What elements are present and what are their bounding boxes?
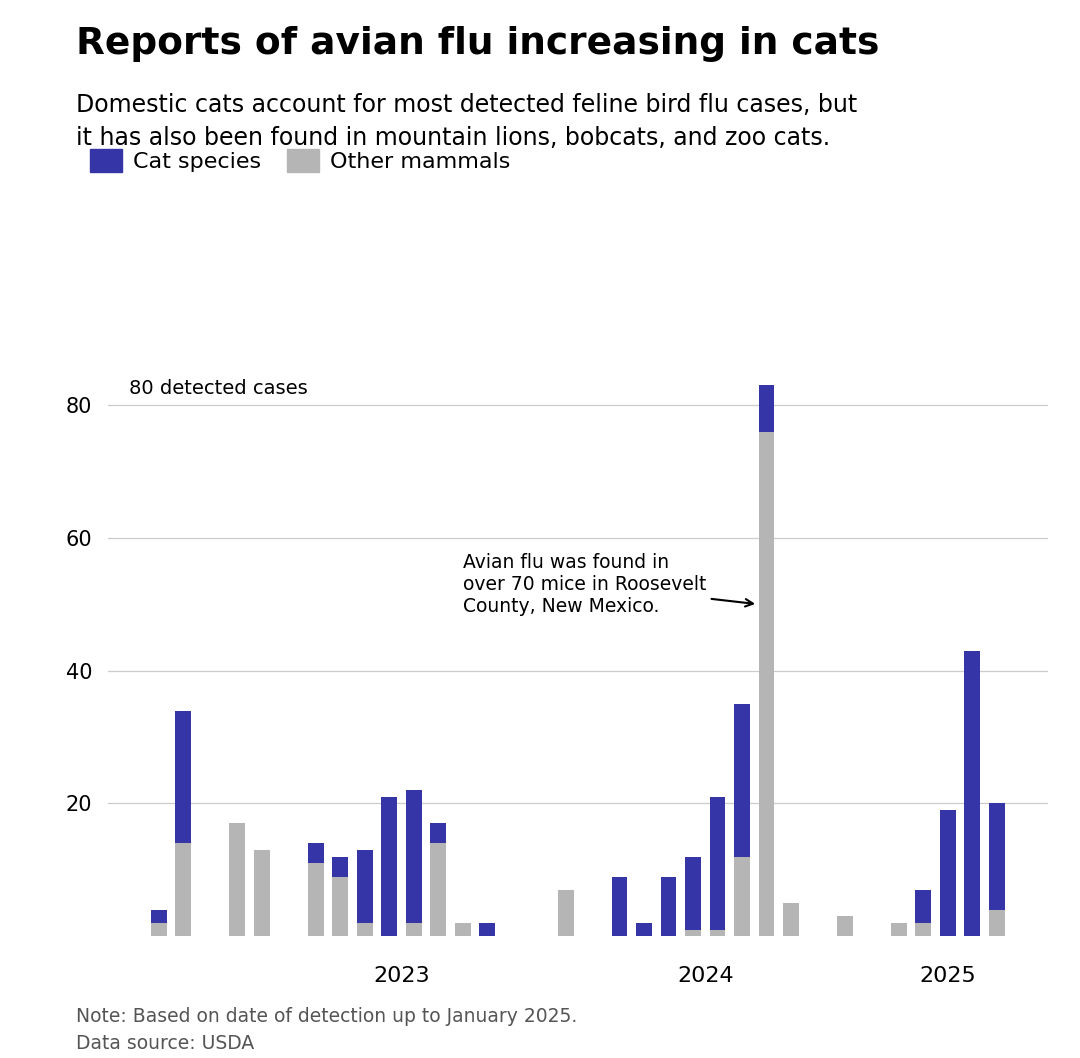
Bar <box>332 857 348 876</box>
Bar <box>480 923 495 936</box>
Bar <box>175 843 191 936</box>
Bar <box>406 790 421 923</box>
Bar <box>710 930 726 936</box>
Bar <box>685 930 701 936</box>
Bar <box>229 823 245 936</box>
Bar <box>356 850 373 923</box>
Text: Reports of avian flu increasing in cats: Reports of avian flu increasing in cats <box>76 26 879 62</box>
Bar <box>783 904 799 936</box>
Bar <box>734 704 750 857</box>
Bar <box>891 923 907 936</box>
Text: 2025: 2025 <box>919 966 976 986</box>
Bar <box>940 810 956 936</box>
Bar <box>989 910 1004 936</box>
Bar <box>964 651 981 936</box>
Bar <box>758 432 774 936</box>
Bar <box>151 923 166 936</box>
Text: Domestic cats account for most detected feline bird flu cases, but
it has also b: Domestic cats account for most detected … <box>76 93 856 149</box>
Bar <box>557 890 573 936</box>
Bar <box>356 923 373 936</box>
Bar <box>430 843 446 936</box>
Text: 80 detected cases: 80 detected cases <box>130 380 308 399</box>
Text: 2023: 2023 <box>373 966 430 986</box>
Bar <box>685 857 701 930</box>
Bar <box>916 923 931 936</box>
Bar <box>758 385 774 432</box>
Bar <box>151 910 166 923</box>
Bar <box>308 863 324 936</box>
Bar <box>406 923 421 936</box>
Bar <box>332 876 348 936</box>
Text: Avian flu was found in
over 70 mice in Roosevelt
County, New Mexico.: Avian flu was found in over 70 mice in R… <box>462 553 753 616</box>
Bar <box>734 857 750 936</box>
Bar <box>636 923 652 936</box>
Bar <box>837 916 853 936</box>
Bar <box>661 876 676 936</box>
Bar <box>989 803 1004 910</box>
Bar <box>381 797 397 936</box>
Bar <box>916 890 931 923</box>
Bar <box>611 876 627 936</box>
Bar <box>254 850 270 936</box>
Text: Note: Based on date of detection up to January 2025.
Data source: USDA: Note: Based on date of detection up to J… <box>76 1007 577 1054</box>
Bar <box>430 823 446 843</box>
Bar <box>710 797 726 930</box>
Bar <box>175 711 191 843</box>
Bar <box>455 923 471 936</box>
Legend: Cat species, Other mammals: Cat species, Other mammals <box>81 141 518 181</box>
Bar <box>308 843 324 863</box>
Text: 2024: 2024 <box>677 966 733 986</box>
